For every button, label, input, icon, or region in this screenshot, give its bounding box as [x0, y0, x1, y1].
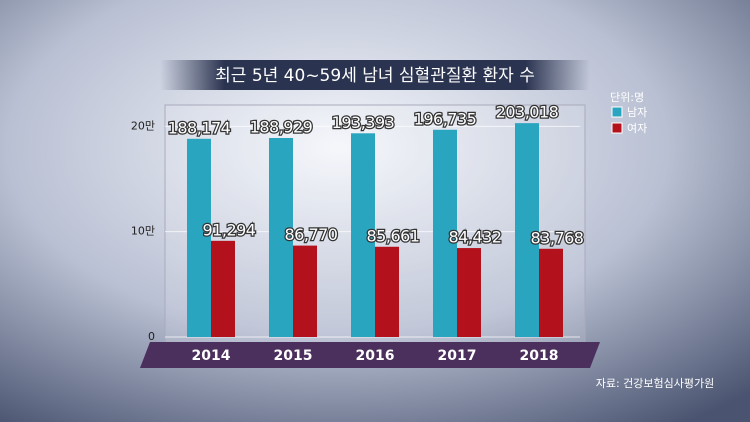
legend-swatch [611, 106, 623, 118]
y-tick-label: 0 [148, 330, 155, 343]
y-tick-label: 10만 [131, 225, 155, 238]
bar [211, 240, 235, 337]
title-banner [160, 60, 590, 90]
legend-label: 여자 [627, 122, 647, 135]
floor [140, 342, 600, 368]
chart-title: 최근 5년 40~59세 남녀 심혈관질환 환자 수 [215, 66, 535, 86]
x-tick-label: 2017 [438, 348, 477, 364]
source: 자료: 건강보험심사평가원 [596, 377, 715, 390]
bar [539, 248, 563, 337]
value-label: 193,393 [332, 113, 395, 132]
value-label: 83,768 [531, 228, 584, 247]
legend-label: 남자 [627, 106, 647, 119]
value-label: 84,432 [449, 228, 502, 247]
bar [293, 245, 317, 337]
value-label: 86,770 [285, 225, 338, 244]
x-tick-label: 2018 [520, 348, 559, 364]
y-tick-label: 20만 [131, 119, 155, 132]
bar [351, 133, 375, 337]
value-label: 196,735 [414, 109, 477, 128]
value-label: 91,294 [203, 220, 256, 239]
value-label: 85,661 [367, 226, 420, 245]
value-label: 188,174 [168, 118, 231, 137]
x-tick-label: 2016 [356, 348, 395, 364]
legend-swatch [611, 122, 623, 134]
value-label: 203,018 [496, 103, 559, 122]
unit-label: 단위:명 [610, 91, 644, 104]
x-tick-label: 2015 [274, 348, 313, 364]
bar [457, 248, 481, 337]
bar [375, 246, 399, 337]
x-tick-label: 2014 [192, 348, 231, 364]
value-label: 188,929 [250, 117, 313, 136]
bar [433, 129, 457, 337]
bar [187, 138, 211, 337]
bar [515, 123, 539, 337]
bar [269, 137, 293, 337]
